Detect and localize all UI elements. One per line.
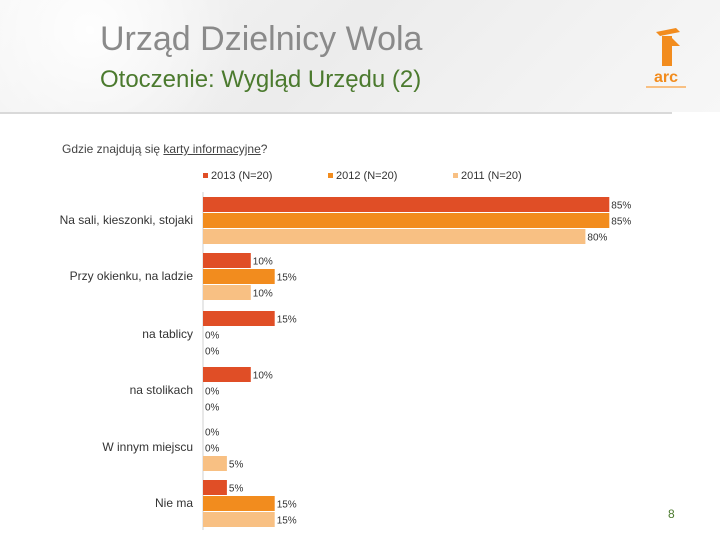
data-label: 5% xyxy=(229,484,244,495)
data-label: 80% xyxy=(587,233,607,244)
question-underlined: karty informacyjne xyxy=(163,142,261,156)
question-suffix: ? xyxy=(260,142,268,156)
category-label: na stolikach xyxy=(130,383,193,397)
legend-item-2013: 2013 (N=20) xyxy=(203,170,272,182)
data-label: 10% xyxy=(253,257,273,268)
page-subtitle: Otoczenie: Wygląd Urzędu (2) xyxy=(100,66,422,93)
legend-label-2013: 2013 (N=20) xyxy=(211,170,273,182)
category-label: na tablicy xyxy=(142,327,193,341)
question-text: Gdzie znajdują się karty informacyjne? xyxy=(62,142,267,156)
bar xyxy=(203,197,610,212)
data-label: 0% xyxy=(205,347,220,358)
data-label: 0% xyxy=(205,444,220,455)
legend-label-2011: 2011 (N=20) xyxy=(461,170,522,182)
data-label: 15% xyxy=(277,500,297,511)
bar xyxy=(203,512,275,527)
category-label: W innym miejscu xyxy=(102,440,193,454)
bar xyxy=(203,285,251,300)
page-title: Urząd Dzielnicy Wola xyxy=(100,20,423,58)
category-label: Nie ma xyxy=(155,496,193,510)
data-label: 10% xyxy=(253,371,273,382)
data-label: 15% xyxy=(277,516,297,527)
bar xyxy=(203,253,251,268)
question-prefix: Gdzie znajdują się xyxy=(62,142,164,156)
legend-item-2011: 2011 (N=20) xyxy=(453,170,522,182)
header-background xyxy=(0,0,720,112)
logo-text: arc xyxy=(654,69,678,86)
legend-label-2012: 2012 (N=20) xyxy=(336,170,398,182)
chart-legend: 2013 (N=20) 2012 (N=20) 2011 (N=20) xyxy=(0,170,720,186)
legend-swatch-2013 xyxy=(203,172,208,178)
data-label: 0% xyxy=(205,387,220,398)
legend-swatch-2011 xyxy=(453,172,458,178)
category-label: Przy okienku, na ladzie xyxy=(70,269,194,283)
data-label: 15% xyxy=(277,273,297,284)
data-label: 5% xyxy=(229,460,244,471)
bar xyxy=(203,367,251,382)
data-label: 0% xyxy=(205,428,220,439)
bar xyxy=(203,456,227,471)
arc-logo: arc xyxy=(646,28,686,88)
bar xyxy=(203,496,275,511)
bar xyxy=(203,311,275,326)
data-label: 0% xyxy=(205,403,220,414)
data-label: 10% xyxy=(253,289,273,300)
bar xyxy=(203,480,227,495)
data-label: 15% xyxy=(277,315,297,326)
legend-swatch-2012 xyxy=(328,172,333,178)
category-label: Na sali, kieszonki, stojaki xyxy=(60,213,193,227)
data-label: 85% xyxy=(611,217,631,228)
bar xyxy=(203,213,610,228)
data-label: 0% xyxy=(205,331,220,342)
bar xyxy=(203,269,275,284)
legend-item-2012: 2012 (N=20) xyxy=(328,170,397,182)
bar xyxy=(203,229,586,244)
page-number: 8 xyxy=(668,507,675,521)
data-label: 85% xyxy=(611,201,631,212)
header-divider xyxy=(0,112,672,114)
